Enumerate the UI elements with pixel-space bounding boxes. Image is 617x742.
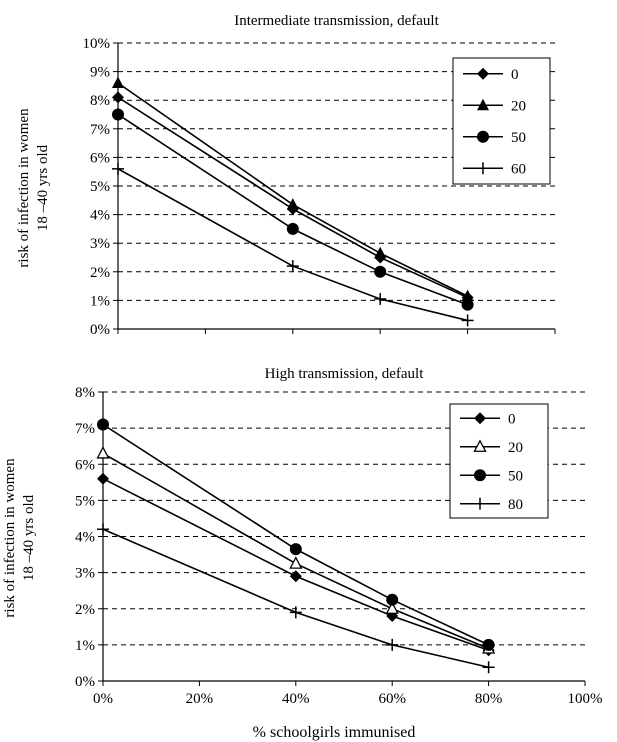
chart1-ylabel-line2: 18 –40 yrs old	[35, 144, 51, 231]
chart2-legend-label-0: 0	[508, 411, 516, 427]
chart1-legend-marker-60	[477, 162, 489, 175]
chart1-ytick-label: 5%	[90, 179, 110, 195]
chart2-point-20-1	[289, 556, 303, 569]
chart1-ytick-label: 6%	[90, 150, 110, 166]
chart1-legend-box	[452, 57, 551, 185]
chart1-legend-label-20: 20	[511, 98, 526, 114]
chart2-series-line-50	[102, 423, 489, 646]
chart1-ytick-label: 1%	[90, 293, 110, 309]
chart1-point-0-0	[112, 91, 124, 104]
chart2-point-50-2	[386, 593, 399, 606]
chart1-series-20	[112, 76, 474, 302]
chart2-xtick-label: 60%	[378, 691, 406, 707]
chart1-ytick-label: 0%	[90, 322, 110, 338]
chart1-series-line-60	[117, 168, 468, 322]
chart2-xtick-label: 20%	[186, 691, 214, 707]
chart1-point-50-3	[461, 298, 474, 311]
chart1-ytick-label: 9%	[90, 65, 110, 81]
chart2-legend-marker-0	[474, 412, 486, 425]
chart2-xlabel: % schoolgirls immunised	[253, 724, 416, 741]
chart2-ytick-label: 8%	[75, 385, 95, 401]
chart1-ytick-label: 8%	[90, 93, 110, 109]
chart1-legend: 0 20 50 60	[452, 57, 551, 185]
chart1-point-20-3	[461, 289, 474, 302]
chart1-point-20-2	[374, 246, 387, 259]
chart2-legend: 0 20 50 80	[449, 403, 549, 519]
chart1-legend-label-50: 50	[511, 130, 526, 146]
chart2-series-80	[97, 523, 495, 674]
chart2-legend-box	[449, 403, 549, 519]
chart2-ytick-label: 1%	[75, 638, 95, 654]
chart2-ytick-label: 0%	[75, 674, 95, 690]
chart2-series-line-0	[102, 477, 489, 652]
chart2-ylabel-line2: 18 –40 yrs old	[21, 494, 37, 581]
chart2-point-80-2	[386, 638, 399, 651]
chart2-legend-label-80: 80	[508, 497, 523, 513]
chart2-point-0-0	[97, 472, 109, 485]
chart2-xtick-label: 0%	[93, 691, 113, 707]
chart2-point-80-0	[97, 523, 109, 536]
chart2-xtick-label: 40%	[282, 691, 310, 707]
chart2-ytick-label: 4%	[75, 530, 95, 546]
chart1-ylabel-line1: risk of infection in women	[16, 108, 32, 268]
chart1-series-60	[112, 162, 474, 327]
chart2-point-50-1	[289, 543, 302, 556]
chart2-xtick-label: 80%	[475, 691, 503, 707]
chart2-legend-marker-20	[473, 439, 487, 452]
chart1: Intermediate transmission, default 0% 1% 2%…	[16, 13, 556, 338]
chart1-point-60-3	[461, 314, 474, 327]
chart1-ytick-label: 7%	[90, 122, 110, 138]
chart1-point-50-2	[374, 265, 387, 278]
chart1-legend-marker-0	[477, 67, 489, 80]
chart2-legend-marker-80	[474, 497, 486, 510]
chart1-legend-label-60: 60	[511, 161, 526, 177]
chart2-xtick-label: 100%	[568, 691, 603, 707]
chart1-point-50-0	[112, 108, 124, 121]
chart2-point-0-1	[289, 570, 302, 583]
chart1-point-60-2	[374, 292, 387, 305]
chart2-ytick-label: 2%	[75, 602, 95, 618]
chart2-series-line-20	[102, 452, 489, 650]
chart1-series-line-20	[117, 82, 468, 297]
chart2-point-80-1	[289, 606, 302, 619]
chart1-point-20-0	[112, 76, 124, 89]
chart1-point-50-1	[286, 222, 299, 235]
chart1-ytick-label: 2%	[90, 265, 110, 281]
chart1-point-60-1	[286, 260, 299, 273]
chart2-series-line-80	[102, 528, 489, 669]
chart2-legend-marker-50	[474, 469, 486, 482]
chart2-ytick-label: 3%	[75, 566, 95, 582]
chart1-ytick-label: 10%	[83, 36, 111, 52]
chart1-legend-marker-50	[477, 130, 489, 143]
chart1-ytick-label: 3%	[90, 236, 110, 252]
chart2-ytick-label: 7%	[75, 421, 95, 437]
chart1-series-line-50	[117, 113, 468, 306]
chart2-legend-label-50: 50	[508, 468, 523, 484]
chart1-ytick-label: 4%	[90, 208, 110, 224]
chart2-ylabel-line1: risk of infection in women	[2, 458, 18, 618]
chart2-point-20-0	[96, 446, 110, 459]
chart1-point-20-1	[286, 198, 299, 210]
chart2-point-50-0	[97, 418, 109, 431]
chart2-point-50-3	[482, 638, 495, 651]
chart1-point-60-0	[112, 162, 124, 175]
chart1-series-50	[112, 108, 474, 311]
chart1-legend-label-0: 0	[511, 67, 519, 83]
chart2-ytick-label: 6%	[75, 457, 95, 473]
chart2-point-80-3	[482, 661, 495, 674]
chart2-title: High transmission, default	[265, 366, 425, 382]
chart1-title: Intermediate transmission, default	[234, 13, 439, 29]
chart2-point-20-2	[385, 601, 399, 614]
chart2: High transmission, default 0% 1% 2% 3% 4% 5% 6%…	[2, 366, 603, 741]
chart1-series-line-0	[117, 96, 468, 299]
chart1-legend-marker-20	[477, 98, 489, 111]
chart2-ytick-label: 5%	[75, 493, 95, 509]
chart2-legend-label-20: 20	[508, 440, 523, 456]
chart2-series-50	[97, 418, 495, 651]
